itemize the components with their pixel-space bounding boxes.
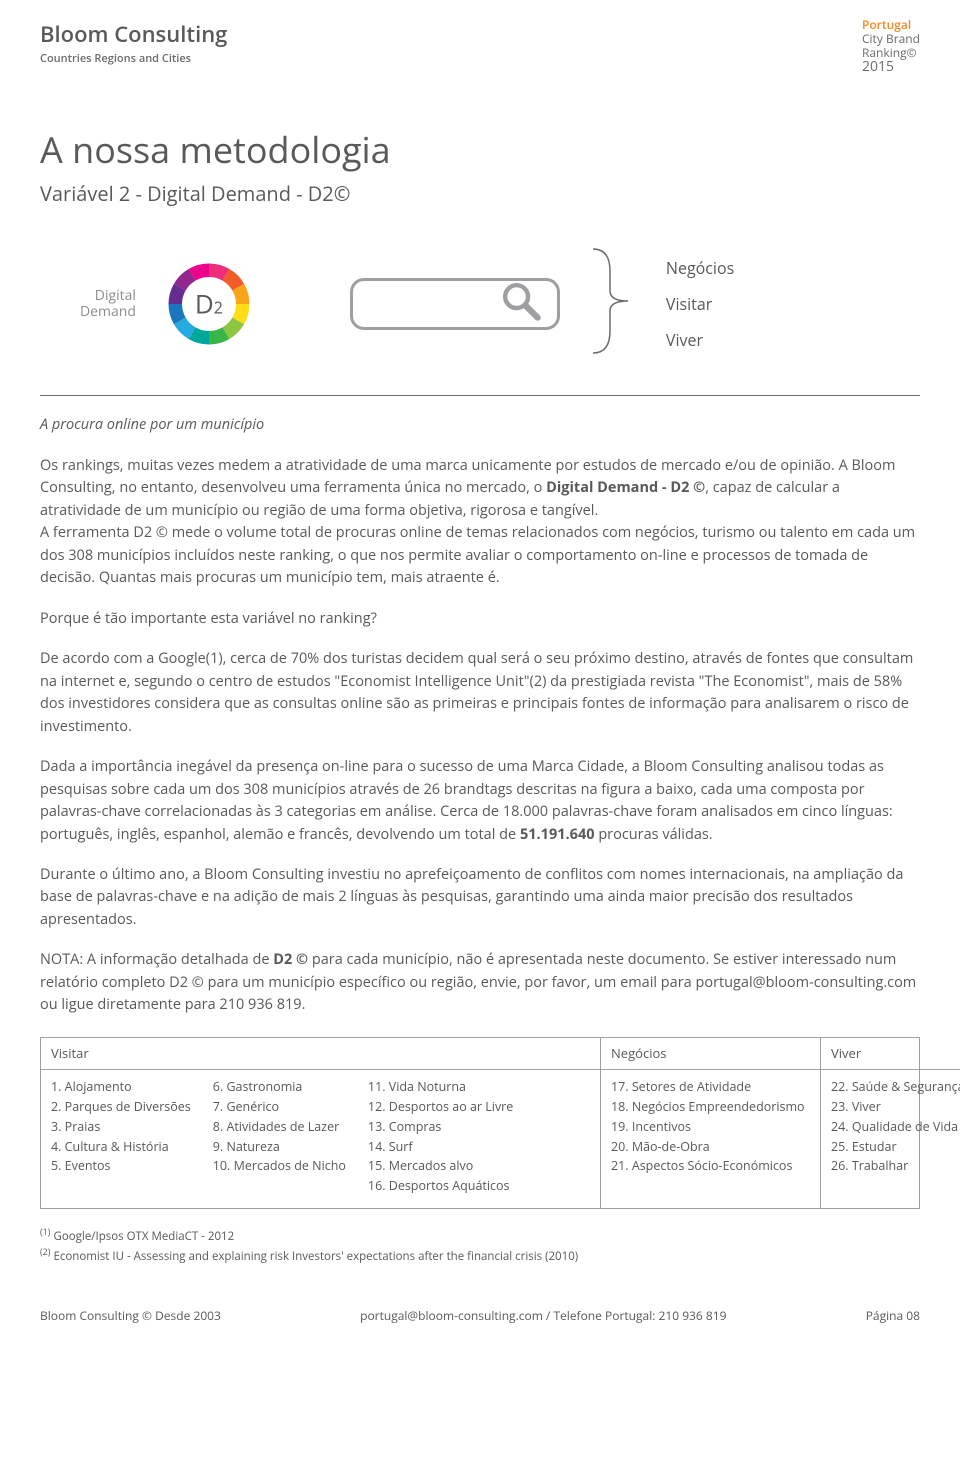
ranking-year: 2015 (862, 59, 920, 75)
ranking-badge: Portugal City Brand Ranking© 2015 (862, 18, 920, 75)
d2-ring-icon: D2 (164, 259, 254, 349)
tags-visitar-header: Visitar (41, 1038, 600, 1071)
tags-visitar: Visitar 1. Alojamento2. Parques de Diver… (41, 1038, 601, 1208)
lead-italic: A procura online por um município (40, 414, 920, 436)
tags-viver-col1: 22. Saúde & Segurança23. Viver24. Qualid… (831, 1078, 960, 1176)
diagram-row: Digital Demand D2 Negócios Visitar Viver (80, 241, 920, 367)
paragraph-4: De acordo com a Google(1), cerca de 70% … (40, 648, 920, 738)
tag-item: 24. Qualidade de Vida (831, 1118, 960, 1137)
page-footer: Bloom Consulting © Desde 2003 portugal@b… (40, 1307, 920, 1325)
tag-item: 8. Atividades de Lazer (213, 1118, 346, 1137)
d2-digit: 2 (214, 297, 223, 319)
page-title: A nossa metodologia (40, 123, 920, 177)
tag-item: 16. Desportos Aquáticos (368, 1177, 513, 1196)
tags-visitar-col1: 1. Alojamento2. Parques de Diversões3. P… (51, 1078, 191, 1196)
footnote-1: (1) Google/Ipsos OTX MediaCT - 2012 (40, 1225, 920, 1245)
cat-viver: Viver (666, 328, 734, 352)
tag-item: 3. Praias (51, 1118, 191, 1137)
tag-item: 7. Genérico (213, 1098, 346, 1117)
tag-item: 25. Estudar (831, 1138, 960, 1157)
cat-negocios: Negócios (666, 256, 734, 280)
tags-visitar-col3: 11. Vida Noturna12. Desportos ao ar Livr… (368, 1078, 513, 1196)
tags-viver-header: Viver (821, 1038, 960, 1071)
paragraph-5: Dada a importância inegável da presença … (40, 756, 920, 846)
footer-center: portugal@bloom-consulting.com / Telefone… (360, 1307, 726, 1325)
tag-item: 14. Surf (368, 1138, 513, 1157)
tag-item: 1. Alojamento (51, 1078, 191, 1097)
tag-item: 20. Mão-de-Obra (611, 1138, 805, 1157)
d2-letter: D (195, 286, 214, 322)
body-text: A procura online por um município Os ran… (40, 414, 920, 589)
tags-negocios-header: Negócios (601, 1038, 820, 1071)
brandtags-table: Visitar 1. Alojamento2. Parques de Diver… (40, 1037, 920, 1209)
tags-negocios-col1: 17. Setores de Atividade18. Negócios Emp… (611, 1078, 805, 1176)
paragraph-7: NOTA: A informação detalhada de D2 © par… (40, 949, 920, 1016)
paragraph-2: A ferramenta D2 © mede o volume total de… (40, 522, 920, 589)
tags-negocios: Negócios 17. Setores de Atividade18. Neg… (601, 1038, 821, 1208)
tag-item: 5. Eventos (51, 1157, 191, 1176)
tag-item: 18. Negócios Empreendedorismo (611, 1098, 805, 1117)
brand-block: Bloom Consulting Countries Regions and C… (40, 18, 227, 68)
tag-item: 13. Compras (368, 1118, 513, 1137)
category-list: Negócios Visitar Viver (666, 256, 734, 352)
search-box-icon (350, 278, 560, 330)
tags-viver: Viver 22. Saúde & Segurança23. Viver24. … (821, 1038, 960, 1208)
paragraph-1: Os rankings, muitas vezes medem a atrati… (40, 455, 920, 522)
cat-visitar: Visitar (666, 292, 734, 316)
tag-item: 17. Setores de Atividade (611, 1078, 805, 1097)
brand-name: Bloom Consulting (40, 18, 227, 51)
bracket-icon (588, 241, 638, 367)
digital-demand-label: Digital Demand (80, 288, 136, 322)
tag-item: 11. Vida Noturna (368, 1078, 513, 1097)
magnifier-icon (499, 279, 543, 329)
page-subtitle: Variável 2 - Digital Demand - D2© (40, 179, 920, 209)
tag-item: 10. Mercados de Nicho (213, 1157, 346, 1176)
page-header: Bloom Consulting Countries Regions and C… (40, 18, 920, 75)
tag-item: 12. Desportos ao ar Livre (368, 1098, 513, 1117)
tag-item: 4. Cultura & História (51, 1138, 191, 1157)
paragraph-6: Durante o último ano, a Bloom Consulting… (40, 864, 920, 931)
brand-subtitle: Countries Regions and Cities (40, 51, 227, 68)
tag-item: 23. Viver (831, 1098, 960, 1117)
paragraph-3: Porque é tão importante esta variável no… (40, 608, 920, 630)
tag-item: 9. Natureza (213, 1138, 346, 1157)
footnote-2: (2) Economist IU - Assessing and explain… (40, 1245, 920, 1265)
dd-label-2: Demand (80, 304, 136, 321)
tag-item: 26. Trabalhar (831, 1157, 960, 1176)
tag-item: 19. Incentivos (611, 1118, 805, 1137)
footnotes: (1) Google/Ipsos OTX MediaCT - 2012 (2) … (40, 1225, 920, 1265)
footer-right: Página 08 (866, 1307, 920, 1325)
footer-left: Bloom Consulting © Desde 2003 (40, 1307, 221, 1325)
tag-item: 6. Gastronomia (213, 1078, 346, 1097)
tags-visitar-col2: 6. Gastronomia7. Genérico8. Atividades d… (213, 1078, 346, 1196)
divider (40, 395, 920, 396)
tag-item: 21. Aspectos Sócio-Económicos (611, 1157, 805, 1176)
tag-item: 22. Saúde & Segurança (831, 1078, 960, 1097)
tag-item: 15. Mercados alvo (368, 1157, 513, 1176)
d2-text: D2 (195, 285, 223, 324)
tag-item: 2. Parques de Diversões (51, 1098, 191, 1117)
